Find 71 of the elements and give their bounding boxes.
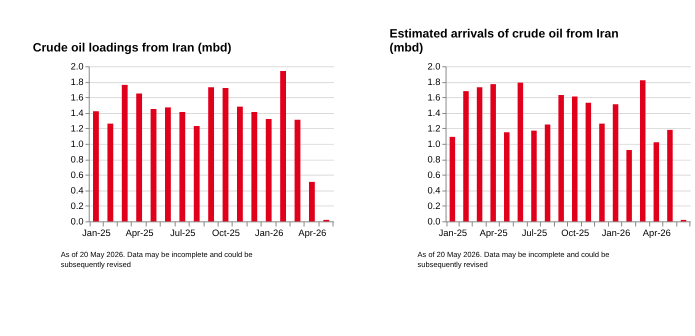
y-tick-label: 1.8: [70, 77, 84, 88]
text: As of 20 May 2026. Data may be incomplete and could be subsequently revised: [60, 250, 253, 270]
x-tick-label: Apr-25: [126, 228, 154, 238]
bar: [586, 102, 592, 222]
bar: [544, 124, 550, 222]
bar: [236, 106, 243, 222]
bar: [308, 182, 315, 222]
y-tick-label: 0.0: [427, 216, 440, 227]
bar: [93, 111, 99, 222]
y-tick-label: 0.0: [70, 216, 84, 227]
bar: [626, 150, 632, 222]
bar: [280, 70, 286, 222]
bar: [518, 82, 524, 222]
y-tick-label: 1.8: [427, 77, 440, 88]
bar: [640, 80, 646, 222]
bar: [251, 112, 258, 222]
x-tick-label: Jan-26: [602, 228, 630, 238]
bar: [531, 130, 537, 222]
y-tick-label: 1.6: [70, 92, 84, 103]
x-tick-label: Apr-26: [298, 228, 326, 238]
bar: [136, 93, 142, 222]
chart-title: Crude oil loadings from Iran (mbd): [32, 40, 232, 54]
y-tick-label: 1.0: [70, 139, 84, 150]
y-tick-label: 1.2: [70, 124, 84, 134]
bar: [222, 88, 228, 222]
y-tick-label: 1.2: [427, 124, 440, 134]
bar: [654, 142, 660, 222]
x-tick-label: Jan-25: [82, 228, 111, 238]
bar: [558, 94, 564, 222]
bar: [667, 130, 673, 222]
bar: [107, 124, 114, 222]
bar: [476, 87, 482, 222]
y-tick-label: 1.4: [427, 108, 440, 118]
y-tick-label: 0.2: [70, 201, 84, 212]
y-tick-label: 2.0: [70, 62, 84, 72]
y-tick-label: 0.4: [70, 186, 84, 196]
bar: [179, 112, 186, 222]
y-tick-label: 0.8: [70, 154, 84, 165]
x-tick-label: Jan-26: [254, 228, 284, 238]
bar: [490, 84, 496, 222]
x-tick-label: Apr-26: [642, 228, 671, 238]
x-tick-label: Jul-25: [170, 228, 196, 238]
text: As of 20 May 2026. Data may be incomplete and could be subsequently revised: [418, 250, 610, 270]
bar: [612, 104, 618, 222]
y-tick-label: 0.8: [427, 154, 440, 165]
y-tick-label: 0.6: [70, 170, 84, 180]
x-tick-label: Apr-25: [480, 228, 508, 238]
y-tick-label: 1.6: [427, 92, 440, 103]
bar: [450, 136, 456, 222]
y-tick-label: 0.6: [427, 170, 440, 180]
bar: [266, 119, 272, 222]
x-tick-label: Jan-25: [438, 228, 468, 238]
y-tick-label: 1.4: [70, 108, 84, 118]
x-tick-label: Oct-25: [212, 228, 240, 238]
bar: [122, 84, 128, 222]
bar: [294, 120, 300, 222]
x-tick-label: Oct-25: [561, 228, 590, 238]
y-tick-label: 1.0: [427, 139, 440, 150]
bar: [463, 91, 469, 222]
bar: [572, 96, 578, 222]
y-tick-label: 0.2: [427, 201, 440, 212]
bar: [504, 132, 510, 222]
x-tick-label: Jul-25: [522, 228, 548, 238]
bar: [150, 108, 156, 222]
y-tick-label: 0.4: [427, 186, 440, 196]
y-tick-label: 2.0: [427, 62, 440, 72]
bar: [599, 124, 605, 222]
bar: [165, 107, 171, 222]
bar: [208, 87, 214, 222]
chart-title: Estimated arrivals of crude oil from Iran (mbd): [390, 26, 619, 54]
bar: [194, 126, 200, 222]
